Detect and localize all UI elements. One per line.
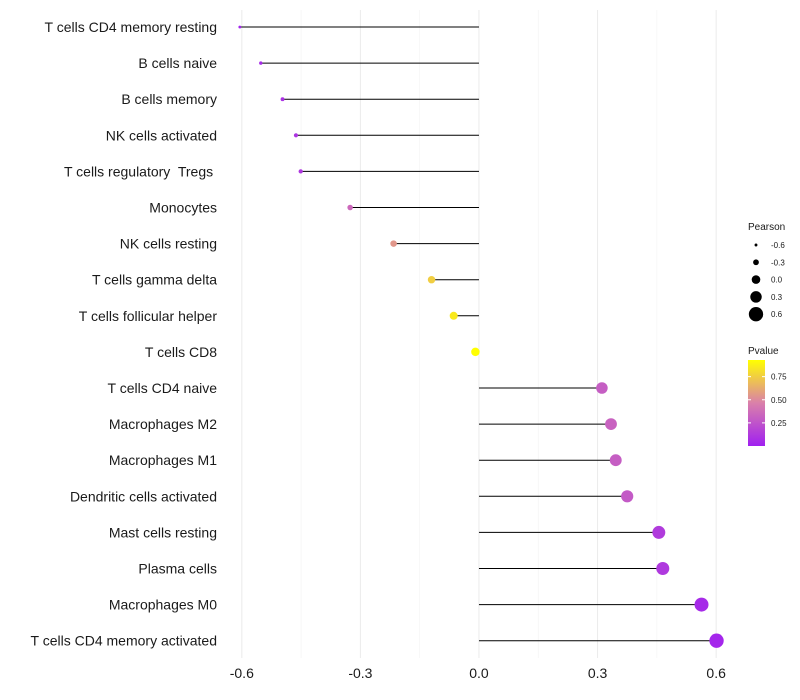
- category-label: Plasma cells: [138, 561, 217, 577]
- stems: [239, 26, 717, 642]
- color-legend-label: 0.25: [771, 419, 787, 428]
- size-legend-key: [751, 275, 761, 284]
- lollipop-point: [259, 61, 263, 65]
- category-label: T cells follicular helper: [79, 308, 218, 324]
- points: [238, 25, 724, 648]
- color-legend-label: 0.75: [771, 373, 787, 382]
- category-label: Macrophages M2: [109, 416, 217, 432]
- size-legend-key: [754, 243, 758, 247]
- category-label: Macrophages M0: [109, 597, 217, 613]
- category-label: Dendritic cells activated: [70, 488, 217, 504]
- category-label: Macrophages M1: [109, 452, 217, 468]
- lollipop-point: [471, 347, 480, 357]
- lollipop-point: [298, 169, 303, 174]
- lollipop-point: [605, 418, 617, 430]
- lollipop-point: [652, 525, 666, 539]
- category-label: B cells memory: [121, 91, 217, 107]
- lollipop-point: [656, 561, 670, 576]
- lollipop-point: [449, 311, 458, 320]
- lollipop-point: [280, 97, 285, 102]
- size-legend-key: [753, 259, 759, 266]
- category-label: NK cells resting: [120, 236, 217, 252]
- x-tick-label: -0.6: [230, 665, 254, 681]
- category-label: T cells CD4 memory activated: [31, 633, 217, 649]
- x-tick-label: -0.3: [348, 665, 372, 681]
- category-label: T cells CD8: [145, 344, 217, 360]
- size-legend-key: [748, 307, 764, 322]
- category-label: T cells CD4 naive: [108, 380, 218, 396]
- lollipop-point: [621, 490, 634, 503]
- category-label: T cells gamma delta: [92, 272, 217, 288]
- size-legend-label: 0.3: [771, 293, 783, 302]
- category-label: NK cells activated: [106, 127, 217, 143]
- category-label: Mast cells resting: [109, 524, 217, 540]
- color-legend: Pvalue 0.25 0.50 0.75: [748, 346, 787, 446]
- size-legend-label: 0.0: [771, 276, 783, 285]
- size-legend-label: 0.6: [771, 310, 783, 319]
- y-axis-labels: T cells CD4 memory resting B cells naive B…: [31, 19, 218, 649]
- lollipop-point: [709, 633, 724, 648]
- color-legend-title: Pvalue: [748, 346, 779, 357]
- color-legend-label: 0.50: [771, 396, 787, 405]
- x-axis-labels: -0.6 -0.3 0.0 0.3 0.6: [230, 665, 726, 681]
- lollipop-point: [238, 25, 242, 29]
- size-legend: Pearson -0.6 -0.3 0.0 0.3 0.6: [748, 222, 785, 322]
- lollipop-point: [694, 597, 709, 612]
- lollipop-point: [347, 204, 353, 211]
- x-tick-label: 0.6: [706, 665, 726, 681]
- size-legend-title: Pearson: [748, 222, 785, 233]
- lollipop-point: [390, 240, 397, 247]
- category-label: Monocytes: [149, 200, 217, 216]
- lollipop-point: [427, 275, 436, 284]
- x-tick-label: 0.3: [588, 665, 608, 681]
- x-tick-label: 0.0: [469, 665, 489, 681]
- category-label: B cells naive: [138, 55, 217, 71]
- size-legend-label: -0.3: [771, 258, 785, 267]
- size-legend-key: [750, 291, 762, 303]
- grid-lines: [241, 10, 717, 658]
- lollipop-point: [596, 382, 608, 394]
- size-legend-label: -0.6: [771, 241, 785, 250]
- category-label: T cells CD4 memory resting: [45, 19, 217, 35]
- lollipop-point: [609, 454, 622, 467]
- category-label: T cells regulatory Tregs: [64, 163, 217, 179]
- color-legend-bar: [748, 360, 765, 446]
- lollipop-point: [293, 133, 299, 138]
